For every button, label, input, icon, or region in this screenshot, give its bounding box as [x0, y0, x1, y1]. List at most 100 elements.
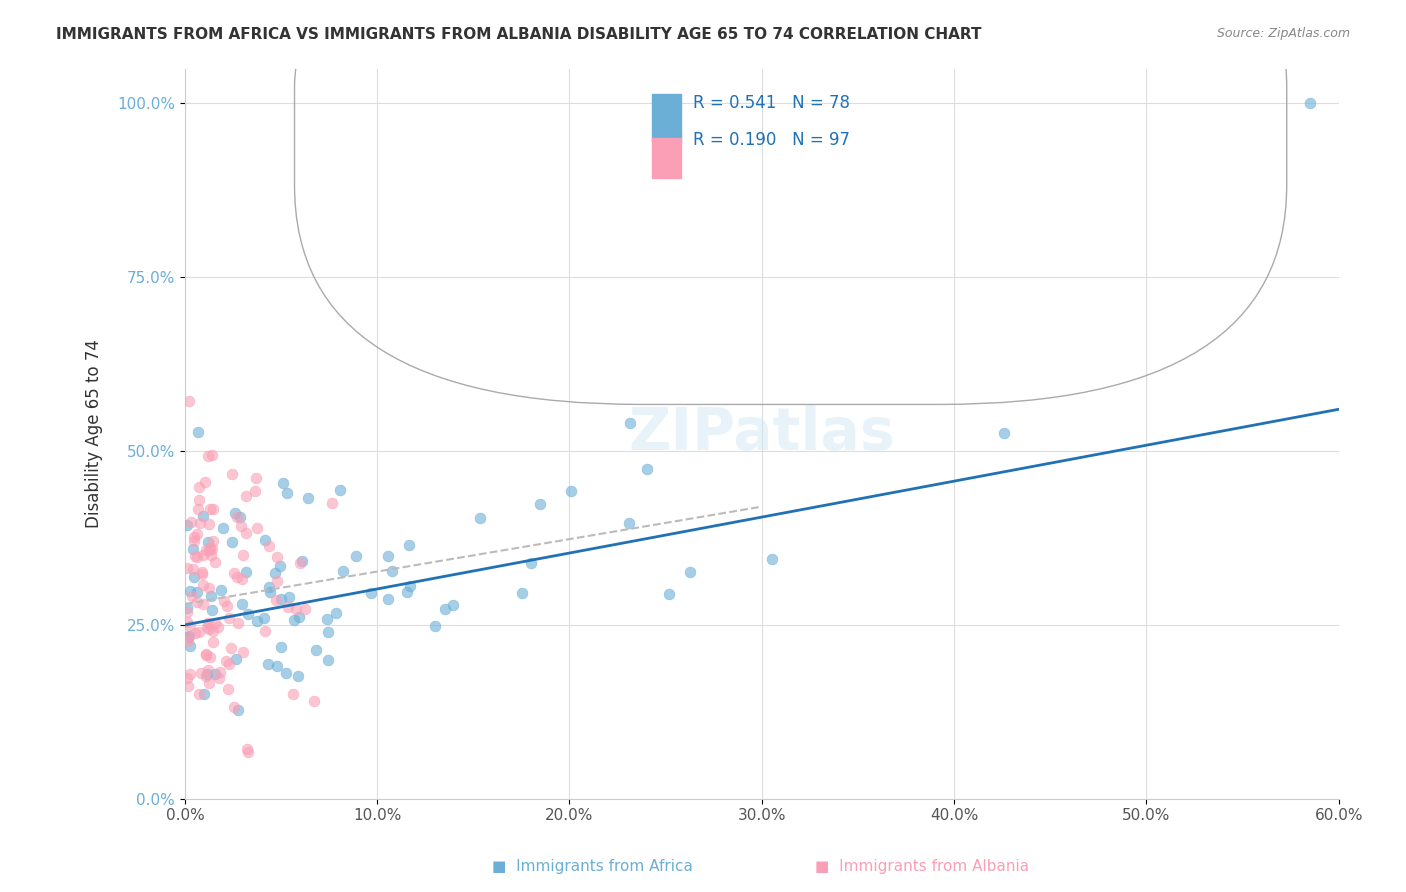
Point: [235, 489, 257, 503]
Point: [425, 619, 447, 633]
Point: [658, 587, 681, 601]
Point: [195, 648, 218, 663]
Point: [226, 616, 249, 631]
Point: [278, 591, 301, 605]
Point: [256, 657, 278, 672]
Point: [202, 534, 225, 549]
Point: [236, 607, 259, 621]
Bar: [652, 138, 681, 178]
Point: [197, 622, 219, 636]
Point: [188, 624, 211, 639]
Point: [184, 549, 207, 563]
Point: [254, 533, 277, 547]
Point: [1299, 96, 1322, 111]
Point: [232, 645, 254, 659]
Point: [200, 541, 222, 556]
Point: [193, 577, 215, 591]
Point: [212, 594, 235, 608]
Point: [176, 601, 198, 615]
Point: [217, 681, 239, 696]
Point: [181, 562, 204, 576]
Point: [274, 665, 297, 680]
Point: [243, 483, 266, 498]
Point: [204, 555, 226, 569]
Text: Source: ZipAtlas.com: Source: ZipAtlas.com: [1216, 27, 1350, 40]
Point: [207, 620, 229, 634]
Point: [195, 620, 218, 634]
Point: [297, 491, 319, 505]
Point: [198, 676, 221, 690]
Point: [198, 581, 221, 595]
Point: [257, 539, 280, 553]
Point: [229, 510, 252, 524]
Point: [177, 680, 200, 694]
Point: [179, 629, 201, 643]
Point: [321, 496, 343, 510]
Text: R = 0.541   N = 78: R = 0.541 N = 78: [693, 94, 849, 112]
Point: [281, 687, 304, 701]
Point: [191, 597, 214, 611]
Point: [398, 579, 420, 593]
Point: [221, 535, 243, 549]
Point: [201, 448, 224, 462]
Point: [294, 602, 316, 616]
Point: [302, 694, 325, 708]
Text: ZIPatlas: ZIPatlas: [628, 405, 896, 462]
Point: [217, 599, 239, 613]
Point: [264, 566, 287, 580]
Point: [221, 467, 243, 481]
Point: [183, 530, 205, 544]
Point: [191, 548, 214, 562]
Point: [218, 610, 240, 624]
Point: [520, 556, 543, 570]
Point: [195, 667, 218, 681]
Point: [209, 665, 232, 680]
Point: [204, 667, 226, 681]
Point: [253, 611, 276, 625]
Text: IMMIGRANTS FROM AFRICA VS IMMIGRANTS FROM ALBANIA DISABILITY AGE 65 TO 74 CORREL: IMMIGRANTS FROM AFRICA VS IMMIGRANTS FRO…: [56, 27, 981, 42]
Point: [187, 425, 209, 439]
Point: [188, 480, 211, 494]
Point: [236, 741, 259, 756]
Point: [176, 630, 198, 644]
Point: [225, 510, 247, 524]
Point: [209, 583, 232, 598]
Point: [177, 394, 200, 409]
Point: [200, 589, 222, 603]
Point: [329, 483, 352, 497]
Point: [224, 506, 246, 520]
Point: [377, 549, 399, 563]
Point: [197, 615, 219, 630]
Point: [434, 601, 457, 615]
Point: [183, 534, 205, 549]
Point: [195, 647, 218, 661]
Point: [212, 521, 235, 535]
Point: [219, 640, 242, 655]
Point: [283, 613, 305, 627]
Point: [190, 566, 212, 580]
Point: [177, 634, 200, 648]
Point: [246, 521, 269, 535]
Point: [179, 583, 201, 598]
Point: [236, 745, 259, 759]
Point: [277, 600, 299, 615]
Point: [377, 592, 399, 607]
Point: [246, 615, 269, 629]
Point: [187, 492, 209, 507]
Point: [183, 570, 205, 584]
Point: [235, 526, 257, 541]
Point: [180, 515, 202, 529]
Point: [270, 592, 292, 607]
Point: [204, 616, 226, 631]
Point: [194, 542, 217, 557]
Point: [254, 624, 277, 638]
Point: [468, 511, 491, 525]
Point: [186, 584, 208, 599]
Point: [224, 566, 246, 580]
Point: [266, 574, 288, 589]
Point: [270, 640, 292, 654]
Point: [231, 597, 253, 611]
Point: [190, 665, 212, 680]
Point: [193, 687, 215, 701]
Point: [222, 700, 245, 714]
